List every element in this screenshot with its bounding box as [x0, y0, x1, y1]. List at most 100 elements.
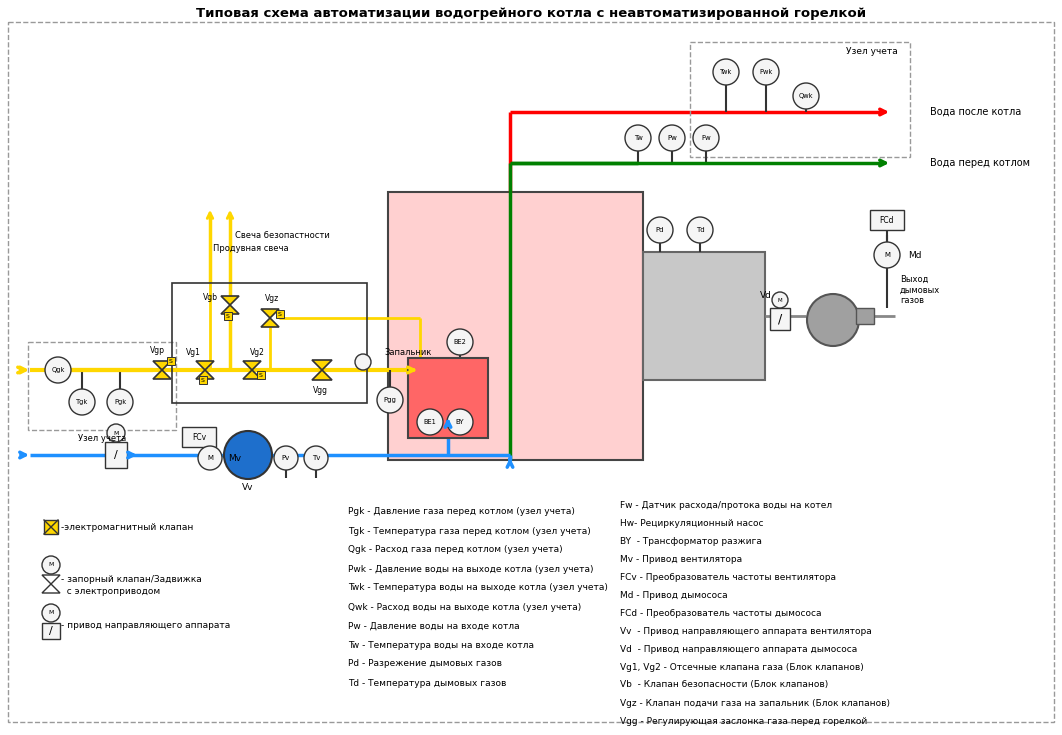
Text: Узел учета: Узел учета — [78, 434, 126, 442]
Text: Qwk: Qwk — [799, 93, 813, 99]
Bar — [172, 283, 367, 403]
Text: S: S — [226, 314, 230, 318]
Text: BE2: BE2 — [453, 339, 466, 345]
Text: S: S — [259, 373, 263, 378]
Text: Pwk - Давление воды на выходе котла (узел учета): Pwk - Давление воды на выходе котла (узе… — [348, 564, 594, 573]
Circle shape — [772, 292, 788, 308]
Circle shape — [417, 409, 443, 435]
Bar — [643, 252, 765, 380]
Text: Vgg - Регулирующая заслонка газа перед горелкой: Vgg - Регулирующая заслонка газа перед г… — [620, 717, 868, 725]
Text: FCv - Преобразователь частоты вентилятора: FCv - Преобразователь частоты вентилятор… — [620, 573, 836, 581]
Circle shape — [42, 604, 59, 622]
Polygon shape — [196, 361, 215, 370]
Text: /: / — [114, 450, 118, 460]
Circle shape — [687, 217, 713, 243]
Text: Vd  - Привод направляющего аппарата дымососа: Vd - Привод направляющего аппарата дымос… — [620, 645, 857, 653]
Bar — [276, 310, 284, 318]
Bar — [856, 308, 874, 324]
Circle shape — [660, 125, 685, 151]
Circle shape — [753, 59, 780, 85]
Text: M: M — [884, 252, 890, 258]
Text: Qgk: Qgk — [51, 367, 65, 373]
Text: M: M — [777, 298, 783, 303]
Text: Tw - Температура воды на входе котла: Tw - Температура воды на входе котла — [348, 640, 534, 650]
Circle shape — [874, 242, 900, 268]
Bar — [770, 308, 790, 330]
Circle shape — [45, 357, 71, 383]
Text: M: M — [48, 611, 54, 615]
Text: Вода после котла: Вода после котла — [930, 107, 1022, 117]
Text: Вода перед котлом: Вода перед котлом — [930, 158, 1030, 168]
Polygon shape — [153, 361, 171, 370]
Polygon shape — [243, 361, 261, 370]
Text: Pd - Разрежение дымовых газов: Pd - Разрежение дымовых газов — [348, 659, 502, 669]
Text: с электроприводом: с электроприводом — [61, 587, 160, 597]
Text: /: / — [777, 312, 782, 326]
Polygon shape — [221, 305, 239, 314]
Bar — [199, 376, 207, 384]
Polygon shape — [243, 370, 261, 379]
Text: BE1: BE1 — [424, 419, 436, 425]
Text: Md: Md — [908, 251, 922, 259]
Circle shape — [304, 446, 328, 470]
Polygon shape — [221, 296, 239, 305]
Circle shape — [626, 125, 651, 151]
Circle shape — [42, 556, 59, 574]
Text: FCv: FCv — [192, 432, 206, 442]
Text: Qgk - Расход газа перед котлом (узел учета): Qgk - Расход газа перед котлом (узел уче… — [348, 545, 563, 554]
Text: - запорный клапан/Задвижка: - запорный клапан/Задвижка — [61, 576, 202, 584]
Text: Vgp: Vgp — [150, 345, 165, 354]
Polygon shape — [312, 370, 332, 380]
Circle shape — [377, 387, 402, 413]
Text: Hw- Рециркуляционный насос: Hw- Рециркуляционный насос — [620, 518, 764, 528]
Bar — [182, 427, 216, 447]
Text: Pwk: Pwk — [759, 69, 773, 75]
Circle shape — [224, 431, 272, 479]
Text: Vv: Vv — [242, 482, 254, 492]
Bar — [870, 210, 904, 230]
Text: M: M — [48, 562, 54, 567]
Text: Twk - Температура воды на выходе котла (узел учета): Twk - Температура воды на выходе котла (… — [348, 584, 607, 592]
Text: -электромагнитный клапан: -электромагнитный клапан — [61, 523, 193, 531]
Text: Qwk - Расход воды на выходе котла (узел учета): Qwk - Расход воды на выходе котла (узел … — [348, 603, 581, 612]
Circle shape — [447, 329, 473, 355]
Text: Mv - Привод вентилятора: Mv - Привод вентилятора — [620, 554, 742, 564]
Text: S: S — [201, 378, 205, 382]
Text: /: / — [49, 626, 53, 636]
Circle shape — [69, 389, 95, 415]
Text: Pd: Pd — [655, 227, 664, 233]
Circle shape — [793, 83, 819, 109]
Text: Узел учета: Узел учета — [846, 46, 897, 56]
Text: Tgk: Tgk — [75, 399, 88, 405]
Text: Vg1, Vg2 - Отсечные клапана газа (Блок клапанов): Vg1, Vg2 - Отсечные клапана газа (Блок к… — [620, 662, 863, 672]
Text: Td: Td — [696, 227, 704, 233]
Polygon shape — [196, 370, 215, 379]
Polygon shape — [261, 309, 279, 318]
Text: S: S — [169, 359, 173, 364]
Circle shape — [107, 424, 125, 442]
Text: BY  - Трансформатор разжига: BY - Трансформатор разжига — [620, 537, 761, 545]
Text: Свеча безопастности: Свеча безопастности — [235, 231, 329, 240]
Text: Vgb: Vgb — [203, 293, 218, 301]
Text: Vgz: Vgz — [264, 293, 279, 303]
Circle shape — [198, 446, 222, 470]
Text: Tv: Tv — [312, 455, 320, 461]
Bar — [44, 520, 58, 534]
Text: Выход
дымовых
газов: Выход дымовых газов — [900, 275, 940, 305]
Text: Продувная свеча: Продувная свеча — [213, 243, 289, 253]
Text: FCd - Преобразователь частоты дымососа: FCd - Преобразователь частоты дымососа — [620, 609, 822, 617]
Polygon shape — [312, 360, 332, 370]
Circle shape — [693, 125, 719, 151]
Circle shape — [274, 446, 298, 470]
Circle shape — [647, 217, 673, 243]
Bar — [408, 358, 489, 438]
Text: Vg1: Vg1 — [186, 348, 201, 356]
Bar — [105, 442, 127, 468]
Text: Td - Температура дымовых газов: Td - Температура дымовых газов — [348, 678, 507, 687]
Bar — [224, 312, 232, 320]
Text: Vg2: Vg2 — [250, 348, 264, 356]
Bar — [257, 371, 266, 379]
Text: Pw: Pw — [667, 135, 676, 141]
Bar — [42, 623, 59, 639]
Text: Vd: Vd — [760, 290, 772, 299]
